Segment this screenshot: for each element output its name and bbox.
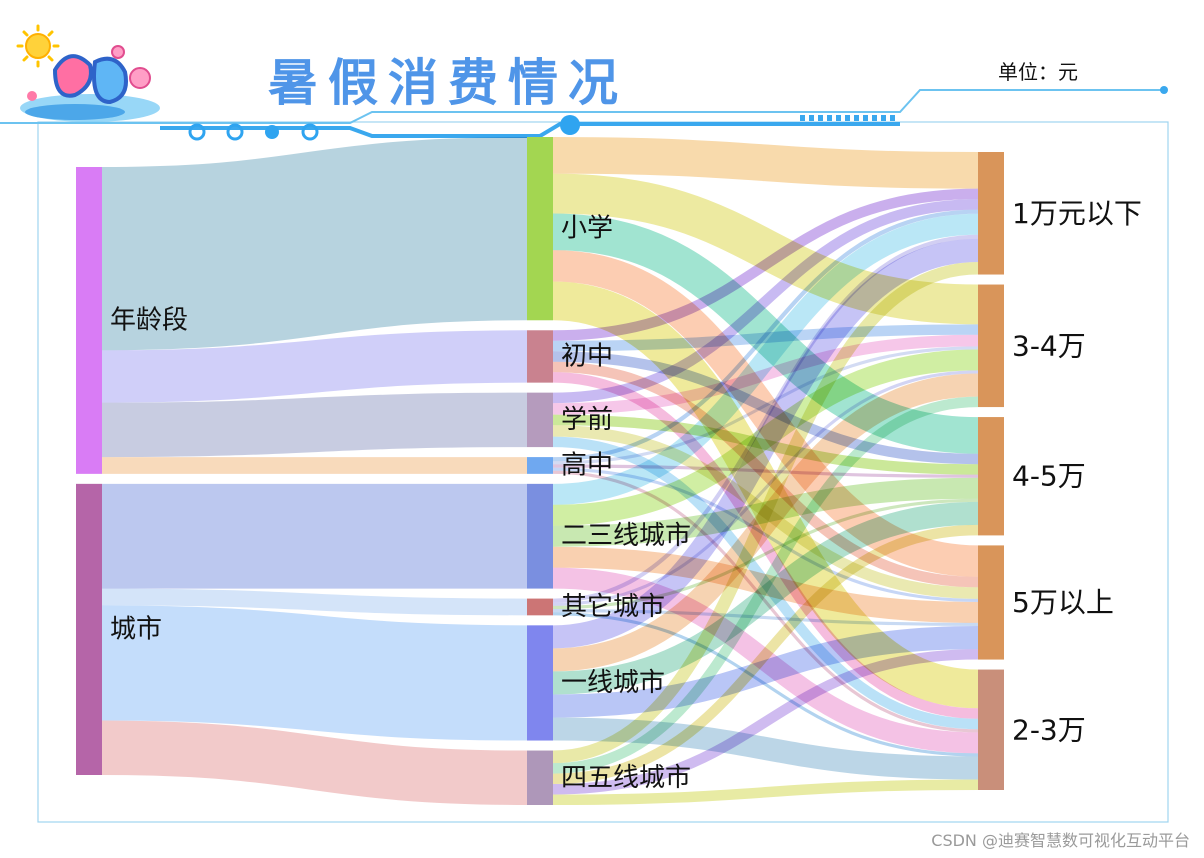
sankey-link bbox=[552, 136, 979, 189]
sankey-nodes bbox=[76, 137, 1004, 805]
sankey-node bbox=[978, 152, 1004, 275]
sankey-link bbox=[552, 213, 979, 505]
sankey-link bbox=[552, 501, 979, 695]
sankey-link bbox=[101, 392, 528, 458]
dot-icon bbox=[301, 123, 319, 141]
sankey-node bbox=[527, 392, 553, 448]
sankey-link bbox=[552, 524, 979, 785]
sankey-link bbox=[552, 234, 979, 603]
sankey-link bbox=[552, 498, 979, 610]
sankey-link bbox=[552, 346, 979, 465]
sankey-node-label: 高中 bbox=[561, 450, 613, 480]
sankey-node bbox=[527, 330, 553, 383]
sankey-link bbox=[552, 199, 979, 404]
sankey-node-label: 一线城市 bbox=[561, 668, 665, 698]
sankey-link bbox=[101, 720, 528, 806]
sankey-node-label: 学前 bbox=[561, 405, 613, 435]
sankey-node-label: 初中 bbox=[561, 341, 613, 371]
sankey-node-label: 1万元以下 bbox=[1012, 197, 1142, 230]
sankey-link bbox=[101, 605, 528, 741]
sankey-node-label: 2-3万 bbox=[1012, 713, 1086, 746]
sankey-link bbox=[552, 396, 979, 774]
sankey-node-label: 4-5万 bbox=[1012, 460, 1086, 493]
sankey-node-label: 3-4万 bbox=[1012, 329, 1086, 362]
sankey-link bbox=[101, 588, 528, 616]
sankey-node bbox=[527, 483, 553, 589]
sankey-link bbox=[552, 464, 979, 478]
sankey-node bbox=[527, 457, 553, 474]
sankey-link bbox=[552, 351, 979, 465]
page-title: 暑假消费情况 bbox=[268, 54, 628, 112]
sankey-link bbox=[552, 370, 979, 606]
sankey-node bbox=[527, 598, 553, 616]
sankey-node bbox=[978, 417, 1004, 536]
dot-icon bbox=[188, 123, 206, 141]
sankey-node-label: 5万以上 bbox=[1012, 586, 1114, 619]
sankey-node bbox=[76, 483, 102, 775]
sankey-node-label: 其它城市 bbox=[561, 592, 665, 622]
sankey-node-label: 年龄段 bbox=[110, 305, 188, 335]
sankey-link bbox=[552, 649, 979, 795]
dot-icon bbox=[226, 123, 244, 141]
summer-logo-icon bbox=[16, 24, 160, 122]
sankey-link bbox=[552, 361, 979, 588]
sankey-node-label: 小学 bbox=[561, 214, 613, 244]
header-decoration bbox=[0, 86, 1169, 823]
sankey-node bbox=[978, 284, 1004, 408]
sankey-node bbox=[978, 669, 1004, 790]
sankey-node-label: 二三线城市 bbox=[561, 521, 691, 551]
sankey-links bbox=[101, 136, 979, 806]
unit-label: 单位：元 bbox=[998, 60, 1078, 84]
sankey-link bbox=[552, 188, 979, 341]
sankey-link bbox=[552, 779, 979, 806]
sankey-link bbox=[552, 626, 979, 718]
sankey-node bbox=[527, 137, 553, 321]
sankey-node bbox=[527, 750, 553, 805]
sankey-node-label: 四五线城市 bbox=[561, 763, 691, 793]
sankey-link bbox=[552, 261, 979, 764]
sankey-node bbox=[76, 167, 102, 474]
sankey-node bbox=[978, 545, 1004, 660]
sankey-link bbox=[552, 209, 979, 462]
sankey-node-label: 城市 bbox=[110, 614, 162, 644]
sankey-link bbox=[101, 330, 528, 403]
sankey-link bbox=[552, 238, 979, 649]
watermark: CSDN @迪赛智慧数可视化互动平台 bbox=[931, 831, 1190, 850]
dot-icon bbox=[265, 125, 279, 139]
sankey-link bbox=[101, 136, 528, 351]
sankey-link bbox=[552, 372, 979, 719]
sankey-node bbox=[527, 625, 553, 741]
